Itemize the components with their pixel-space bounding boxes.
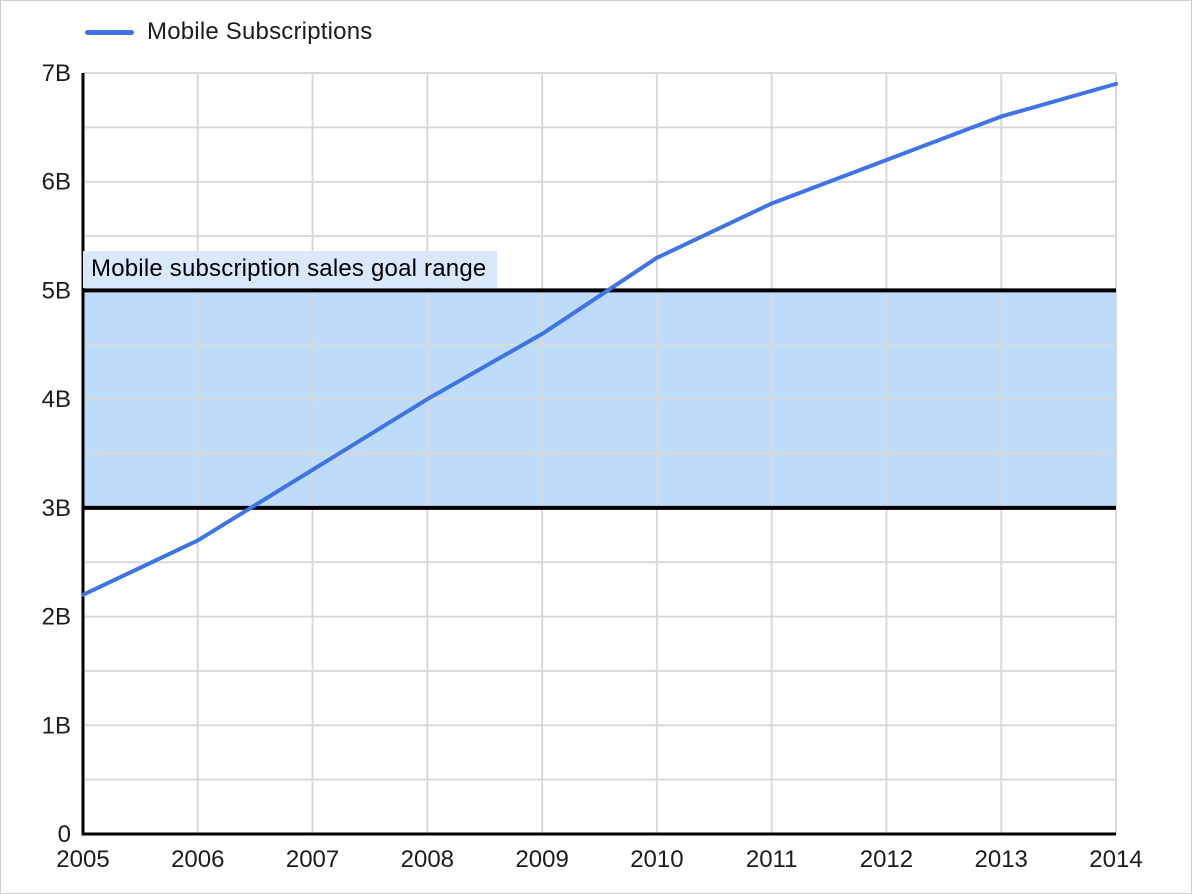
legend-series-label: Mobile Subscriptions (147, 18, 373, 45)
legend-line-swatch (85, 29, 134, 35)
x-axis-tick-label: 2008 (401, 846, 454, 873)
y-axis-tick-label: 2B (42, 604, 71, 631)
y-axis-tick-label: 0 (58, 821, 71, 848)
y-axis-tick-label: 1B (42, 712, 71, 739)
x-axis-tick-label: 2006 (171, 846, 224, 873)
x-axis-tick-label: 2009 (515, 846, 568, 873)
y-axis-tick-label: 3B (42, 495, 71, 522)
goal-range-label: Mobile subscription sales goal range (83, 251, 498, 289)
x-axis-tick-label: 2007 (286, 846, 339, 873)
x-axis-tick-label: 2013 (975, 846, 1028, 873)
legend: Mobile Subscriptions (85, 18, 372, 46)
y-axis-tick-label: 7B (42, 60, 71, 87)
x-axis-tick-label: 2005 (56, 846, 109, 873)
y-axis-tick-label: 6B (42, 169, 71, 196)
x-axis-tick-label: 2010 (630, 846, 683, 873)
x-axis-tick-label: 2011 (746, 846, 798, 873)
x-axis-tick-label: 2012 (860, 846, 913, 873)
y-axis-tick-label: 5B (42, 277, 71, 304)
series-line (81, 81, 1118, 597)
y-axis-tick-label: 4B (42, 386, 71, 413)
x-axis-tick-label: 2014 (1089, 846, 1142, 873)
